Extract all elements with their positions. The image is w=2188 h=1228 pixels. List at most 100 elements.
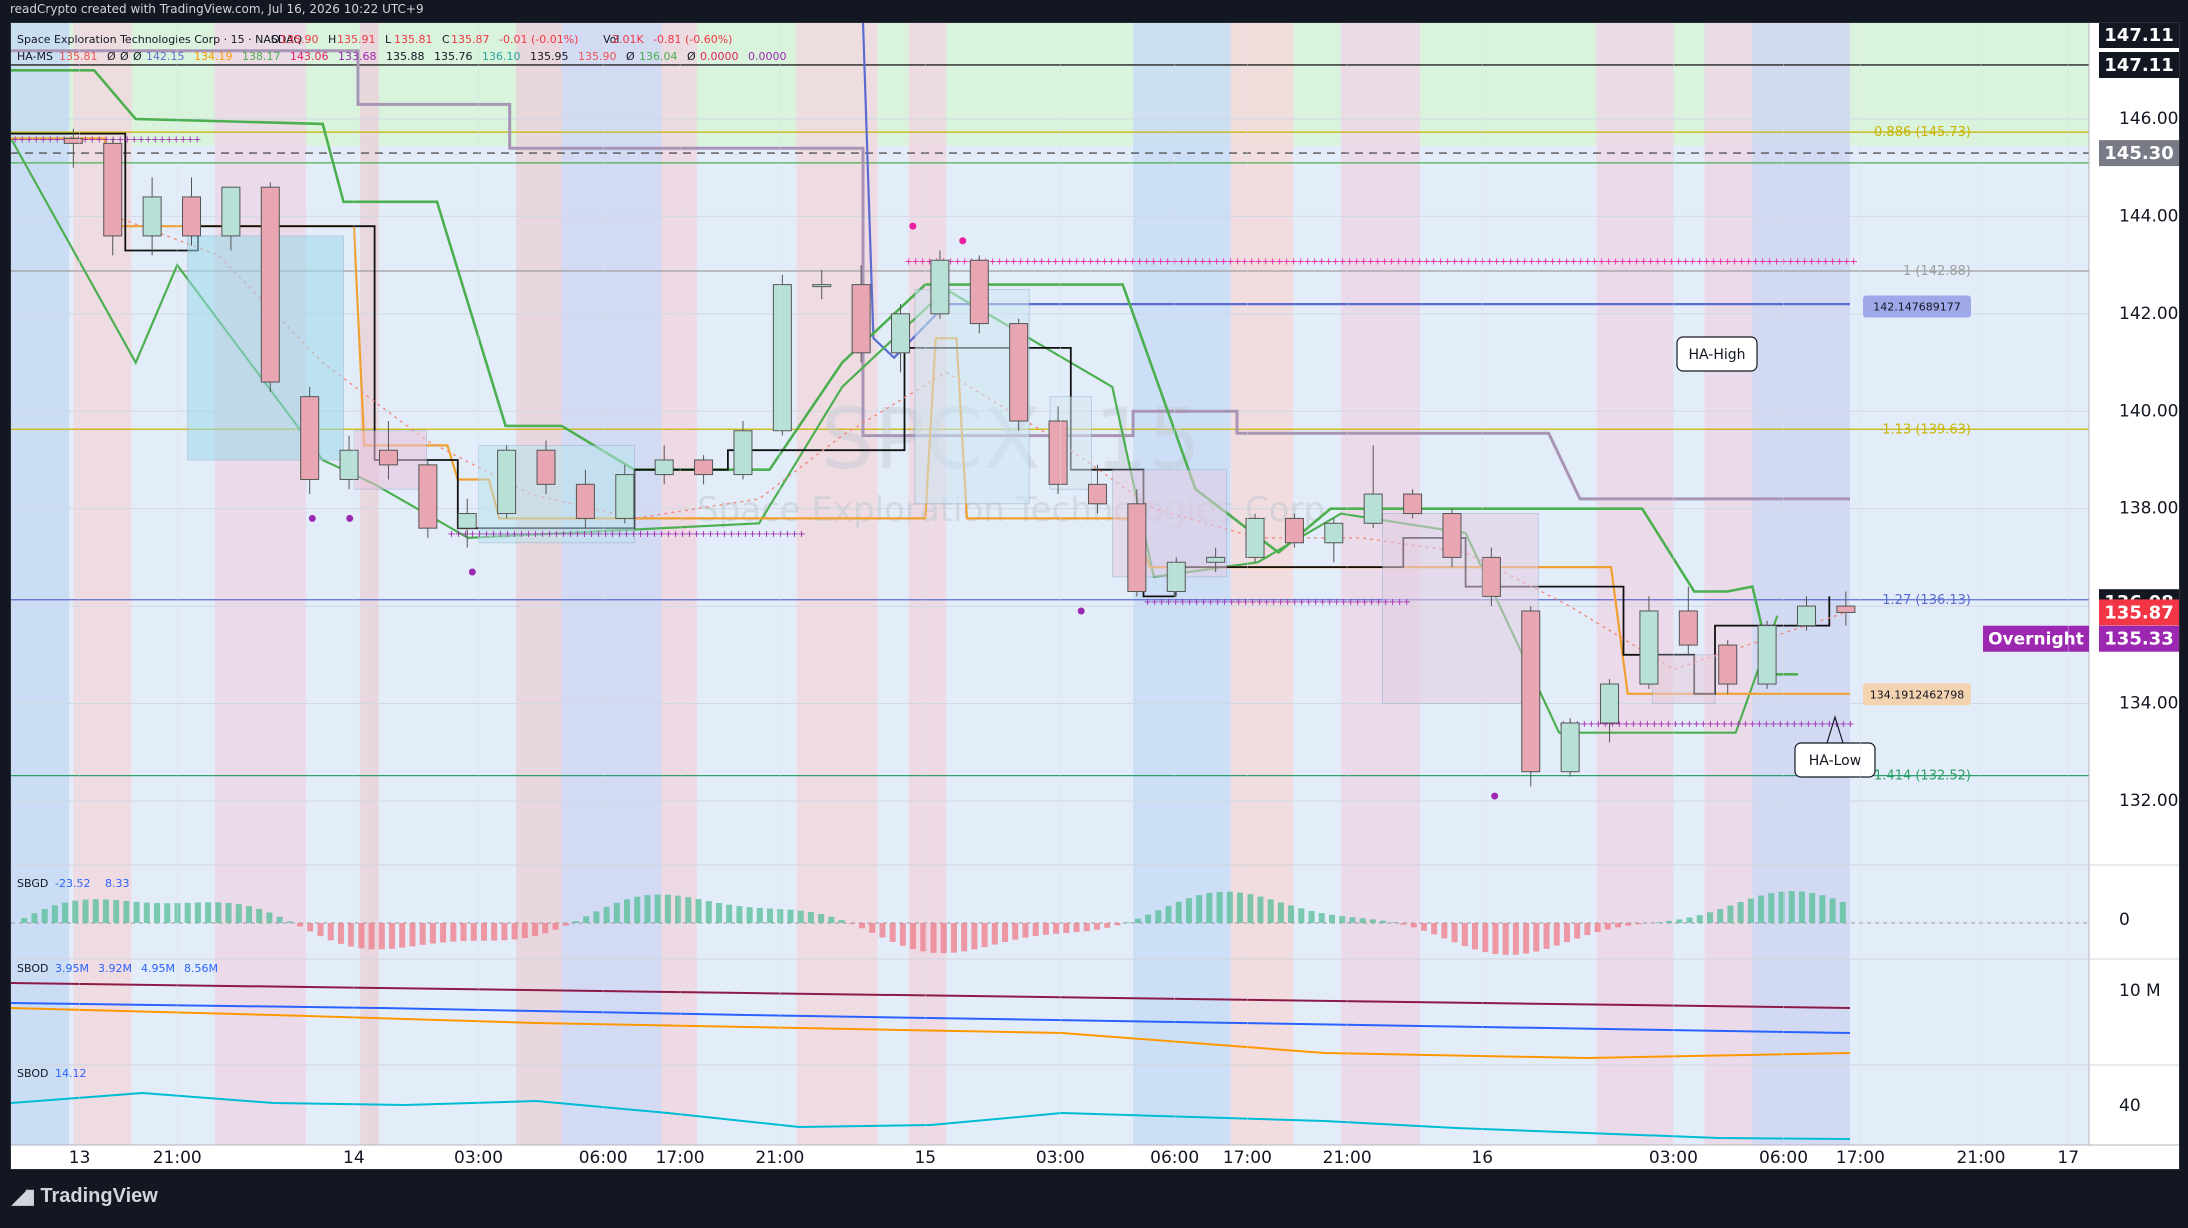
oscillator-bar: [1400, 923, 1407, 925]
legend-indicator-value: Ø: [107, 50, 116, 63]
chart-canvas[interactable]: 0.886 (145.73) 1 (142.88) 1.13 (139.63) 1.2…: [11, 23, 2179, 1169]
time-tick-label: 16: [1471, 1148, 1493, 1168]
oscillator-bar: [440, 923, 447, 943]
time-tick-label: 15: [914, 1148, 936, 1168]
oscillator-bar: [624, 899, 631, 923]
volume-line-mid: [11, 1002, 1851, 1034]
oscillator-bar: [664, 894, 671, 923]
pane-axis-label: 40: [2119, 1096, 2141, 1116]
oscillator-bar: [72, 900, 79, 923]
candle-body: [1206, 556, 1226, 563]
price-label-bg: [2099, 140, 2179, 167]
purple-marker-row: +: [1734, 719, 1742, 730]
purple-marker-row: +: [1839, 719, 1847, 730]
pane-value: 8.33: [105, 877, 130, 890]
candle-body: [260, 186, 280, 383]
oscillator-bar: [838, 919, 845, 923]
oscillator-bar: [1369, 919, 1376, 923]
magenta-marker-row: +: [1563, 256, 1571, 267]
oscillator-bar: [133, 901, 140, 923]
magenta-marker-row: +: [1710, 256, 1718, 267]
legend-indicator-value: 135.76: [434, 50, 473, 63]
magenta-marker-row: +: [1297, 256, 1305, 267]
candle-body: [1718, 644, 1738, 685]
price-tick-label: 142.00: [2119, 304, 2178, 324]
oscillator-bar: [746, 907, 753, 923]
purple-marker-row: +: [580, 529, 588, 540]
candle-body: [1678, 610, 1698, 646]
overnight-tag-bg: [1983, 625, 2089, 652]
bottom-indicator-line: [11, 1091, 1851, 1140]
magenta-marker-row: +: [1073, 256, 1081, 267]
magenta-marker-row: +: [1500, 256, 1508, 267]
oscillator-bar: [307, 923, 314, 932]
legend-indicator-value: Ø: [120, 50, 129, 63]
oscillator-bar: [409, 923, 416, 947]
purple-marker-row: +: [657, 529, 665, 540]
magenta-marker-row: +: [1192, 256, 1200, 267]
oscillator-bar: [123, 900, 130, 923]
oscillator-bar: [1502, 923, 1509, 955]
price-label-bg: [2099, 625, 2179, 652]
purple-marker-row: +: [1263, 597, 1271, 608]
chart-frame[interactable]: 0.886 (145.73) 1 (142.88) 1.13 (139.63) 1.2…: [10, 22, 2180, 1170]
magenta-marker-row: +: [1108, 256, 1116, 267]
oscillator-bar: [1563, 923, 1570, 943]
oscillator-bar: [1073, 923, 1080, 933]
legend-label: Vol: [603, 33, 619, 46]
purple-marker-row: +: [699, 529, 707, 540]
oscillator-bar: [1308, 910, 1315, 923]
magenta-marker-row: +: [1444, 256, 1452, 267]
magenta-marker-row: +: [1696, 256, 1704, 267]
purple-marker-row: +: [151, 134, 159, 145]
purple-marker-row: +: [517, 529, 525, 540]
oscillator-bar: [1155, 910, 1162, 923]
candle-body: [1048, 420, 1068, 485]
purple-marker-row: +: [685, 529, 693, 540]
oscillator-bar: [1390, 922, 1397, 923]
purple-marker-row: +: [1594, 719, 1602, 730]
fib-level-label: 1.414 (132.52): [1874, 769, 1971, 784]
purple-marker-row: +: [1214, 597, 1222, 608]
magenta-marker-row: +: [1402, 256, 1410, 267]
legend-indicator-value: Ø: [626, 50, 635, 63]
session-band: [661, 23, 697, 1145]
oscillator-bar: [685, 897, 692, 923]
ha-low-price-tag-bg: [1863, 683, 1971, 706]
purple-marker-row: +: [1699, 719, 1707, 730]
oscillator-bar: [1063, 923, 1070, 933]
oscillator-bar: [889, 923, 896, 942]
magenta-marker-row: +: [1164, 256, 1172, 267]
oscillator-bar: [1022, 923, 1029, 938]
zone-box: [1652, 654, 1716, 704]
oscillator-bar: [1032, 923, 1039, 937]
candle-body: [1009, 323, 1029, 422]
magenta-marker-row: +: [1752, 256, 1760, 267]
magenta-marker-row: +: [1731, 256, 1739, 267]
oscillator-bar: [1165, 905, 1172, 923]
purple-marker-row: +: [158, 134, 166, 145]
oscillator-bar: [521, 923, 528, 939]
purple-marker-row: +: [1165, 597, 1173, 608]
legend-indicator-value: 135.95: [530, 50, 569, 63]
candle-body: [1403, 493, 1423, 515]
oscillator-bar: [1635, 923, 1642, 925]
purple-marker-row: +: [454, 529, 462, 540]
purple-marker-row: +: [1354, 597, 1362, 608]
oscillator-bar: [940, 923, 947, 954]
session-band: [908, 23, 947, 1145]
oscillator-bar: [1114, 923, 1121, 926]
candle-body: [1639, 610, 1659, 685]
magenta-marker-row: +: [1311, 256, 1319, 267]
magenta-marker-row: +: [1808, 256, 1816, 267]
purple-marker-row: +: [524, 529, 532, 540]
magenta-marker-row: +: [1605, 256, 1613, 267]
magenta-marker-row: +: [1829, 256, 1837, 267]
candle-body: [772, 284, 792, 432]
magenta-marker-row: +: [1773, 256, 1781, 267]
tradingview-logo[interactable]: ◢▮ TradingView: [12, 1184, 158, 1209]
purple-marker-row: +: [1158, 597, 1166, 608]
legend-value: 135.91: [337, 33, 376, 46]
purple-marker-row: +: [510, 529, 518, 540]
oscillator-bar: [1175, 901, 1182, 923]
